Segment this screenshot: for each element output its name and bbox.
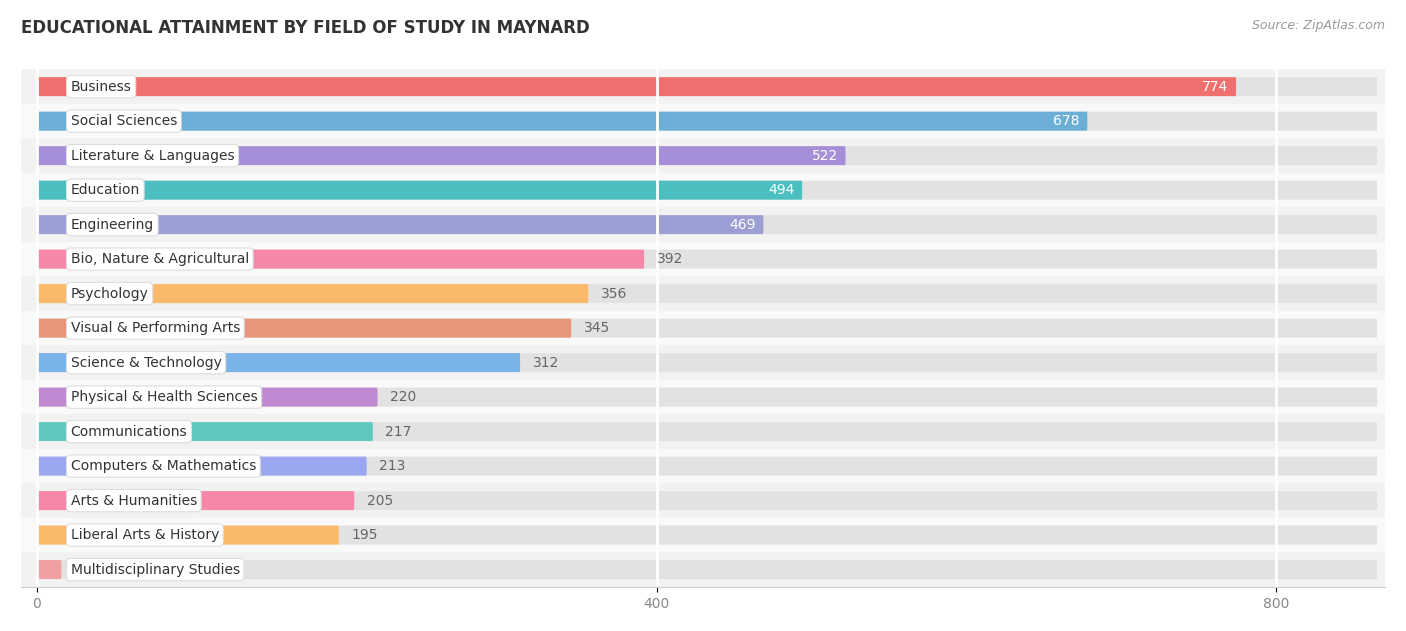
FancyBboxPatch shape: [37, 250, 1376, 269]
Text: 205: 205: [367, 493, 392, 507]
FancyBboxPatch shape: [37, 112, 1087, 131]
Bar: [21, 208, 1385, 242]
Text: Communications: Communications: [70, 425, 187, 439]
Text: Computers & Mathematics: Computers & Mathematics: [70, 459, 256, 473]
Text: Arts & Humanities: Arts & Humanities: [70, 493, 197, 507]
FancyBboxPatch shape: [37, 284, 1376, 303]
FancyBboxPatch shape: [37, 526, 339, 545]
FancyBboxPatch shape: [37, 457, 1376, 476]
Text: Education: Education: [70, 183, 141, 197]
FancyBboxPatch shape: [37, 180, 1376, 199]
FancyBboxPatch shape: [37, 526, 1376, 545]
Text: EDUCATIONAL ATTAINMENT BY FIELD OF STUDY IN MAYNARD: EDUCATIONAL ATTAINMENT BY FIELD OF STUDY…: [21, 19, 591, 37]
Bar: [21, 552, 1385, 587]
Text: Visual & Performing Arts: Visual & Performing Arts: [70, 321, 240, 335]
FancyBboxPatch shape: [37, 560, 1376, 579]
Bar: [21, 449, 1385, 483]
Bar: [21, 483, 1385, 518]
Bar: [21, 242, 1385, 276]
Text: 494: 494: [768, 183, 794, 197]
Bar: [21, 345, 1385, 380]
Text: 16: 16: [73, 563, 91, 577]
Text: 220: 220: [389, 390, 416, 404]
Text: Business: Business: [70, 80, 132, 93]
Text: 678: 678: [1053, 114, 1080, 128]
Bar: [21, 173, 1385, 208]
FancyBboxPatch shape: [37, 560, 62, 579]
Text: 774: 774: [1202, 80, 1229, 93]
FancyBboxPatch shape: [37, 319, 571, 338]
FancyBboxPatch shape: [37, 353, 520, 372]
Text: Science & Technology: Science & Technology: [70, 356, 222, 370]
Bar: [21, 138, 1385, 173]
Bar: [21, 104, 1385, 138]
Bar: [21, 311, 1385, 345]
FancyBboxPatch shape: [37, 112, 1376, 131]
Text: 345: 345: [583, 321, 610, 335]
FancyBboxPatch shape: [37, 457, 367, 476]
FancyBboxPatch shape: [37, 422, 1376, 441]
Bar: [21, 69, 1385, 104]
FancyBboxPatch shape: [37, 387, 1376, 406]
Text: 213: 213: [380, 459, 405, 473]
FancyBboxPatch shape: [37, 353, 1376, 372]
FancyBboxPatch shape: [37, 387, 378, 406]
FancyBboxPatch shape: [37, 180, 803, 199]
Text: Source: ZipAtlas.com: Source: ZipAtlas.com: [1251, 19, 1385, 32]
Text: 195: 195: [352, 528, 378, 542]
Text: 217: 217: [385, 425, 412, 439]
FancyBboxPatch shape: [37, 77, 1376, 96]
FancyBboxPatch shape: [37, 491, 1376, 510]
FancyBboxPatch shape: [37, 250, 644, 269]
FancyBboxPatch shape: [37, 146, 1376, 165]
Bar: [21, 276, 1385, 311]
Bar: [21, 415, 1385, 449]
Text: Social Sciences: Social Sciences: [70, 114, 177, 128]
FancyBboxPatch shape: [37, 319, 1376, 338]
FancyBboxPatch shape: [37, 215, 763, 234]
Text: 356: 356: [600, 286, 627, 300]
Bar: [21, 518, 1385, 552]
Text: Psychology: Psychology: [70, 286, 149, 300]
Text: Physical & Health Sciences: Physical & Health Sciences: [70, 390, 257, 404]
Text: Bio, Nature & Agricultural: Bio, Nature & Agricultural: [70, 252, 249, 266]
FancyBboxPatch shape: [37, 422, 373, 441]
Text: 522: 522: [811, 149, 838, 163]
Text: Literature & Languages: Literature & Languages: [70, 149, 235, 163]
Text: 469: 469: [730, 218, 755, 232]
Text: Engineering: Engineering: [70, 218, 153, 232]
Text: Multidisciplinary Studies: Multidisciplinary Studies: [70, 563, 240, 577]
FancyBboxPatch shape: [37, 77, 1236, 96]
Text: 312: 312: [533, 356, 560, 370]
FancyBboxPatch shape: [37, 146, 845, 165]
Text: Liberal Arts & History: Liberal Arts & History: [70, 528, 219, 542]
FancyBboxPatch shape: [37, 491, 354, 510]
FancyBboxPatch shape: [37, 284, 588, 303]
Text: 392: 392: [657, 252, 683, 266]
Bar: [21, 380, 1385, 415]
FancyBboxPatch shape: [37, 215, 1376, 234]
